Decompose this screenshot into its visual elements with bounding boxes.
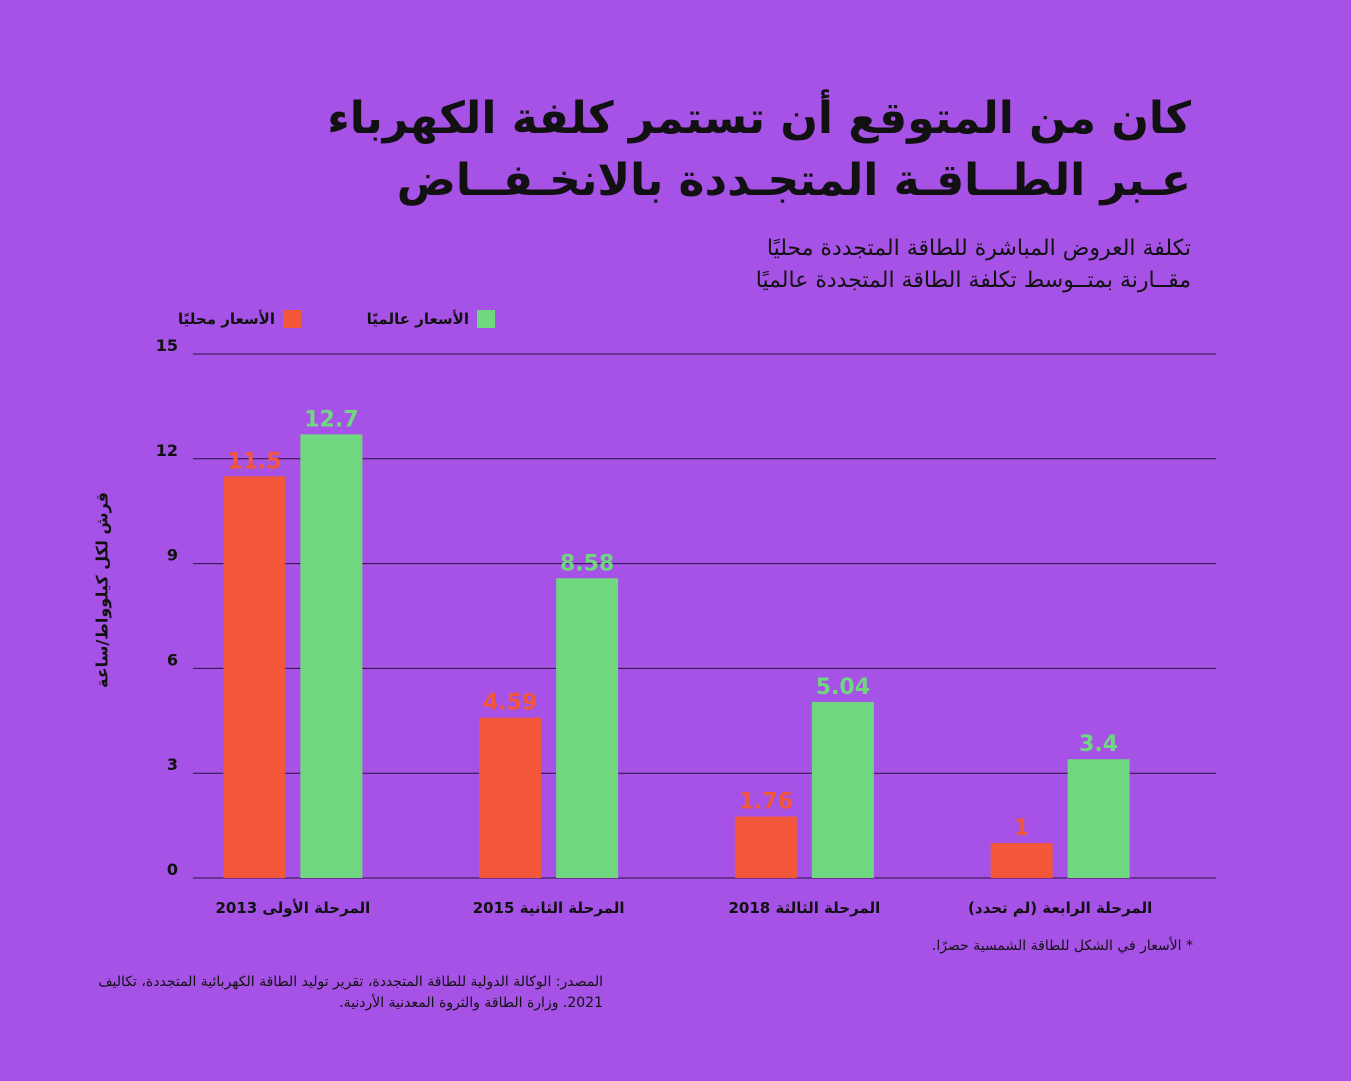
legend-item-local: الأسعار محليًا bbox=[178, 308, 301, 330]
bar-value-label: 8.58 bbox=[560, 551, 614, 576]
bar-value-label: 4.59 bbox=[483, 691, 537, 716]
y-tick-label: 6 bbox=[167, 650, 178, 669]
bar bbox=[223, 476, 286, 878]
bar-value-label: 5.04 bbox=[816, 675, 870, 700]
bar bbox=[1067, 759, 1130, 878]
bar bbox=[479, 717, 542, 878]
y-tick-label: 0 bbox=[167, 860, 178, 879]
title-line-1: كان من المتوقع أن تستمر كلفة الكهرباء bbox=[327, 93, 1191, 144]
y-tick-label: 15 bbox=[156, 336, 178, 355]
x-tick-label: المرحلة الرابعة (لم تحدد) bbox=[968, 899, 1152, 917]
bar bbox=[556, 578, 619, 878]
legend-swatch-global bbox=[477, 310, 495, 328]
footnote: * الأسعار في الشكل للطاقة الشمسية حصرًا. bbox=[931, 938, 1193, 954]
legend-item-global: الأسعار عالميًا bbox=[367, 308, 495, 330]
bar bbox=[734, 816, 797, 878]
legend-swatch-local bbox=[283, 310, 301, 328]
chart-title: كان من المتوقع أن تستمر كلفة الكهرباء عـ… bbox=[191, 88, 1191, 212]
gridlines bbox=[193, 353, 1216, 879]
bar-value-label: 3.4 bbox=[1079, 732, 1118, 757]
bar-value-label: 1 bbox=[1014, 816, 1029, 841]
source-note: المصدر: الوكالة الدولية للطاقة المتجددة،… bbox=[98, 974, 603, 1011]
bars bbox=[223, 434, 1130, 878]
legend-label-local: الأسعار محليًا bbox=[178, 310, 275, 328]
subtitle-line-2: مقــارنة بمتــوسط تكلفة الطاقة المتجددة … bbox=[755, 268, 1191, 293]
bar bbox=[990, 843, 1053, 878]
x-tick-label: المرحلة الأولى 2013 bbox=[215, 899, 370, 917]
subtitle-line-1: تكلفة العروض المباشرة للطاقة المتجددة مح… bbox=[766, 236, 1191, 261]
bar-value-label: 12.7 bbox=[304, 407, 358, 432]
legend-label-global: الأسعار عالميًا bbox=[366, 310, 469, 328]
bar-value-labels: 11.5 12.7 4.59 8.58 1.76 5.04 1 3.4 bbox=[227, 407, 1118, 841]
title-line-2: عـبر الطــاقـة المتجـددة بالانخـفــاض bbox=[396, 155, 1191, 206]
bar bbox=[811, 701, 874, 878]
bar-value-label: 1.76 bbox=[739, 790, 793, 815]
y-tick-label: 3 bbox=[167, 755, 178, 774]
chart-subtitle: تكلفة العروض المباشرة للطاقة المتجددة مح… bbox=[291, 233, 1191, 297]
y-tick-labels: 0 3 6 9 12 15 bbox=[156, 336, 178, 879]
x-tick-labels: المرحلة الأولى 2013 المرحلة الثانية 2015 ا… bbox=[215, 899, 1152, 917]
y-tick-label: 9 bbox=[167, 546, 178, 565]
x-tick-label: المرحلة الثالثة 2018 bbox=[728, 899, 880, 917]
y-tick-label: 12 bbox=[156, 441, 178, 460]
bar bbox=[300, 434, 363, 878]
x-tick-label: المرحلة الثانية 2015 bbox=[473, 899, 625, 917]
bar-value-label: 11.5 bbox=[227, 449, 281, 474]
